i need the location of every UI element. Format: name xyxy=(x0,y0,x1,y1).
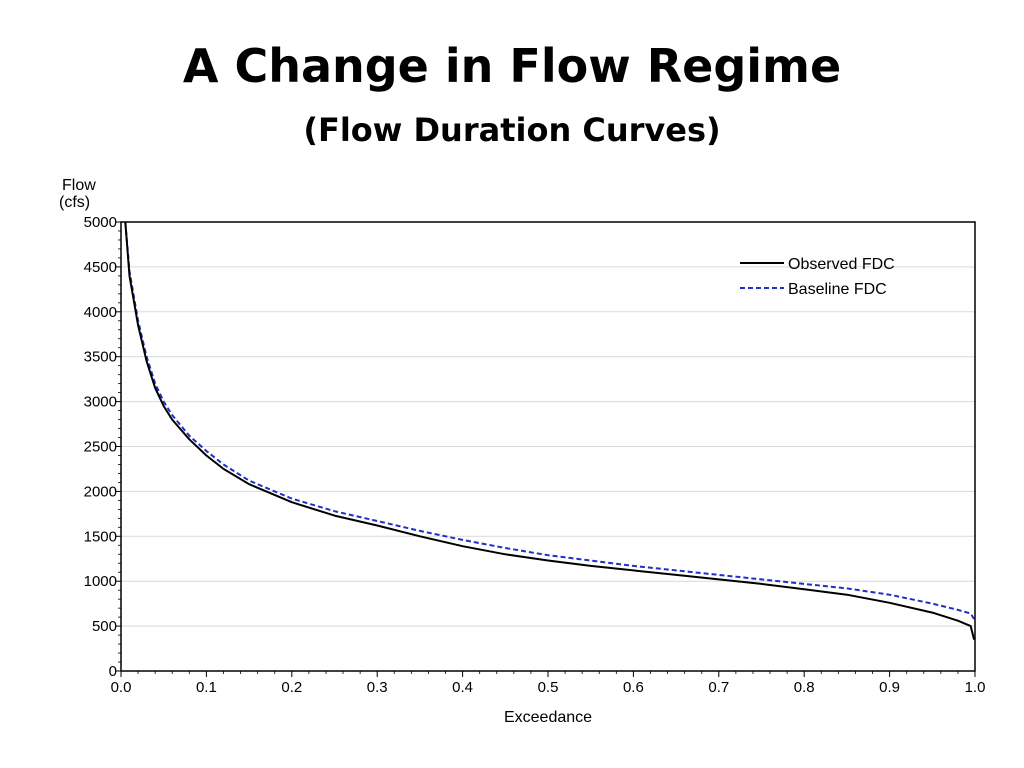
chart-legend: Observed FDC Baseline FDC xyxy=(740,256,895,298)
legend-label-observed: Observed FDC xyxy=(788,256,895,273)
slide-title: A Change in Flow Regime xyxy=(182,39,842,93)
y-tick-label: 3000 xyxy=(84,394,117,411)
y-tick-label: 4000 xyxy=(84,304,117,321)
x-tick-label: 0.8 xyxy=(794,679,815,696)
series-layer xyxy=(124,221,976,640)
x-tick-label: 0.1 xyxy=(196,679,217,696)
y-tick-label: 5000 xyxy=(84,214,117,231)
x-tick-label: 0.6 xyxy=(623,679,644,696)
y-tick-label: 0 xyxy=(109,663,117,680)
y-tick-label: 2500 xyxy=(84,439,117,456)
x-tick-label: 0.0 xyxy=(111,679,132,696)
x-tick-label: 0.4 xyxy=(452,679,473,696)
y-tick-label: 1000 xyxy=(84,573,117,590)
x-axis-label: Exceedance xyxy=(504,709,592,726)
y-tick-label: 2000 xyxy=(84,483,117,500)
x-tick-label: 0.7 xyxy=(708,679,729,696)
y-axis-label-line1: Flow xyxy=(62,177,96,194)
x-tick-label: 0.3 xyxy=(367,679,388,696)
y-tick-label: 4500 xyxy=(84,259,117,276)
x-tick-label: 0.2 xyxy=(281,679,302,696)
series-observed-fdc xyxy=(124,221,976,640)
y-tick-label: 3500 xyxy=(84,349,117,366)
grid-lines xyxy=(121,221,975,627)
y-axis-label-line2: (cfs) xyxy=(59,194,90,211)
y-tick-label: 500 xyxy=(92,618,117,635)
legend-label-baseline: Baseline FDC xyxy=(788,281,887,298)
x-tick-label: 1.0 xyxy=(965,679,986,696)
x-tick-label: 0.5 xyxy=(538,679,559,696)
slide-subtitle: (Flow Duration Curves) xyxy=(303,111,721,149)
x-tick-label: 0.9 xyxy=(879,679,900,696)
y-tick-label: 1500 xyxy=(84,528,117,545)
axis-ticks: 0 500 1000 1500 2000 2500 3000 3500 4000 4500 5000… xyxy=(84,214,986,696)
